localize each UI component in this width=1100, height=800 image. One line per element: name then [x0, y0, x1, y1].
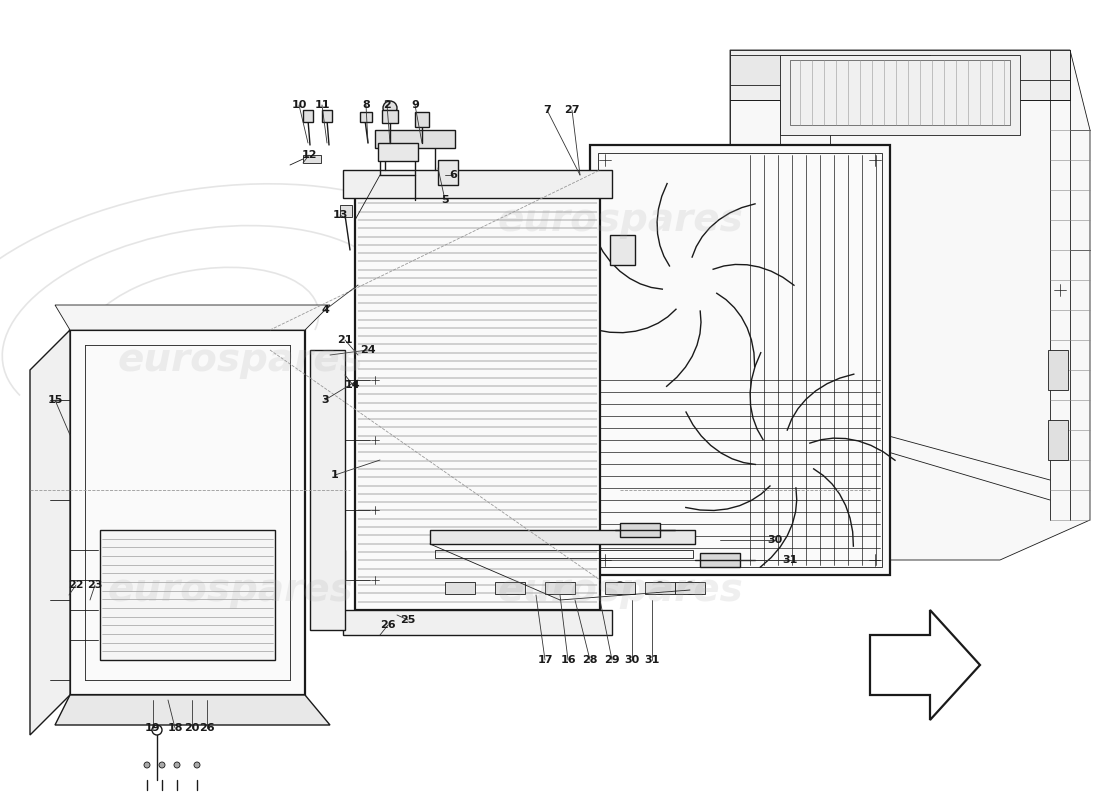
Bar	[1048, 420, 1068, 460]
Bar	[446, 582, 475, 594]
Text: eurospares: eurospares	[497, 201, 742, 239]
Bar	[700, 553, 740, 567]
Bar	[302, 110, 313, 122]
Bar	[382, 110, 398, 123]
Bar	[780, 55, 1020, 135]
Bar	[675, 582, 705, 594]
Text: eurospares: eurospares	[497, 571, 742, 609]
Circle shape	[691, 556, 698, 564]
Circle shape	[174, 762, 180, 768]
Bar	[620, 523, 660, 537]
Text: 1: 1	[331, 470, 339, 480]
Text: 19: 19	[145, 723, 161, 733]
Text: 6: 6	[449, 170, 456, 180]
Text: 28: 28	[582, 655, 597, 665]
Bar	[645, 582, 675, 594]
Bar	[378, 143, 418, 161]
Text: eurospares: eurospares	[117, 341, 363, 379]
Polygon shape	[55, 305, 330, 330]
Bar	[302, 155, 321, 163]
Text: 12: 12	[301, 150, 317, 160]
Circle shape	[715, 555, 725, 565]
Polygon shape	[730, 50, 1090, 560]
Text: 15: 15	[47, 395, 63, 405]
Text: 21: 21	[338, 335, 353, 345]
Bar	[322, 110, 332, 122]
Bar	[430, 530, 695, 544]
Bar	[438, 160, 458, 185]
Bar	[590, 145, 890, 575]
Bar	[730, 50, 1070, 100]
Bar	[790, 60, 1010, 125]
Polygon shape	[55, 695, 330, 725]
Text: 18: 18	[167, 723, 183, 733]
Text: 31: 31	[782, 555, 797, 565]
Circle shape	[383, 101, 397, 115]
Circle shape	[678, 273, 702, 297]
Text: 8: 8	[362, 100, 370, 110]
Bar	[1048, 350, 1068, 390]
Text: 13: 13	[332, 210, 348, 220]
Bar	[434, 550, 693, 558]
Bar	[343, 610, 612, 635]
Text: 31: 31	[645, 655, 660, 665]
Text: 25: 25	[400, 615, 416, 625]
Text: eurospares: eurospares	[107, 571, 353, 609]
Text: 14: 14	[345, 380, 361, 390]
Bar	[100, 530, 275, 660]
Text: 3: 3	[321, 395, 329, 405]
Bar	[610, 235, 635, 265]
Bar	[310, 350, 345, 630]
Text: 27: 27	[564, 105, 580, 115]
Bar	[340, 205, 352, 217]
Bar	[375, 130, 455, 148]
Text: 9: 9	[411, 100, 419, 110]
Circle shape	[635, 525, 645, 535]
Circle shape	[610, 526, 619, 534]
Bar	[415, 112, 429, 127]
Bar	[598, 153, 882, 567]
Bar	[495, 582, 525, 594]
Bar	[70, 330, 305, 695]
Bar	[544, 582, 575, 594]
Bar	[320, 550, 345, 580]
Text: 16: 16	[560, 655, 575, 665]
Text: 24: 24	[360, 345, 376, 355]
Text: 10: 10	[292, 100, 307, 110]
Text: 11: 11	[315, 100, 330, 110]
Text: 20: 20	[185, 723, 200, 733]
Text: 2: 2	[383, 100, 390, 110]
Text: 17: 17	[537, 655, 552, 665]
Bar	[730, 55, 930, 85]
Text: 23: 23	[87, 580, 102, 590]
Bar	[355, 195, 600, 610]
Text: 7: 7	[543, 105, 551, 115]
Text: 5: 5	[441, 195, 449, 205]
Bar	[343, 170, 612, 198]
Bar	[360, 112, 372, 122]
Text: 22: 22	[68, 580, 84, 590]
Circle shape	[194, 762, 200, 768]
Circle shape	[441, 165, 455, 179]
Text: 30: 30	[625, 655, 639, 665]
Text: 4: 4	[321, 305, 329, 315]
Text: 26: 26	[199, 723, 214, 733]
Polygon shape	[30, 330, 70, 735]
Text: 30: 30	[768, 535, 782, 545]
Circle shape	[144, 762, 150, 768]
Circle shape	[160, 762, 165, 768]
Circle shape	[772, 447, 798, 473]
Text: 26: 26	[381, 620, 396, 630]
Text: 29: 29	[604, 655, 619, 665]
Bar	[605, 582, 635, 594]
